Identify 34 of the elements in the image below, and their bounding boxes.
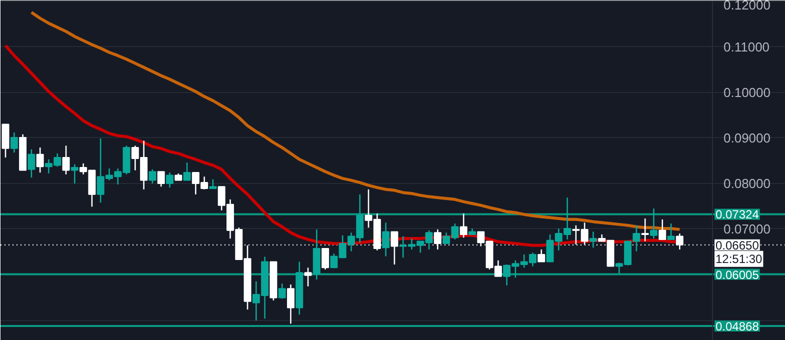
ref-line-label: 0.04868 (716, 320, 760, 334)
candlestick (304, 267, 312, 287)
candlestick (70, 164, 78, 184)
candlestick (148, 168, 156, 184)
y-tick-label: 0.09000 (724, 130, 770, 146)
candlestick (650, 208, 658, 240)
candlestick (209, 178, 217, 190)
candlestick (286, 284, 294, 324)
candlestick (390, 231, 398, 266)
candlestick (538, 248, 546, 262)
candlestick (589, 231, 597, 248)
y-tick-label: 0.07000 (724, 221, 770, 236)
candlestick (641, 218, 649, 242)
y-tick-label: 0.08000 (724, 176, 770, 191)
candlestick (62, 145, 70, 176)
y-tick-label: 0.11000 (724, 39, 770, 54)
y-tick-label: 0.10000 (724, 84, 770, 100)
candlestick (157, 170, 165, 188)
candlestick (667, 222, 675, 240)
candlestick (166, 172, 174, 188)
candlestick (36, 146, 44, 174)
candlestick (28, 148, 36, 178)
candlestick (658, 218, 666, 240)
ref-line-label: 0.06650 (716, 238, 760, 252)
ref-line-label: 0.07324 (716, 208, 760, 222)
ref-line-label: 0.06005 (716, 268, 760, 282)
y-tick-label: 0.12000 (724, 0, 770, 12)
candlestick (382, 222, 390, 257)
text: 12:51:30 (716, 252, 763, 266)
candlestick (183, 162, 191, 181)
candlestick (278, 282, 286, 300)
candlestick (322, 248, 330, 270)
candlestick (10, 132, 18, 154)
candlestick (460, 212, 468, 238)
